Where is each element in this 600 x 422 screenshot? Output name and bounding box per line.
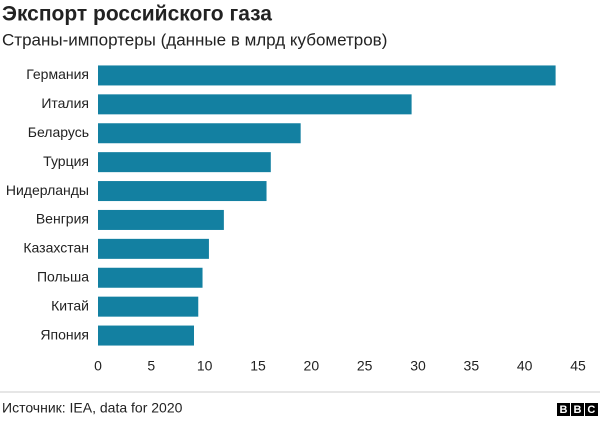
x-tick-label: 35 [464, 358, 480, 374]
x-tick-label: 15 [250, 358, 266, 374]
x-tick-label: 30 [410, 358, 426, 374]
bar [98, 123, 301, 144]
chart-subtitle: Страны-импортеры (данные в млрд кубометр… [2, 30, 387, 49]
bar [98, 238, 209, 259]
y-tick-label: Китай [51, 297, 89, 313]
x-tick-label: 45 [570, 358, 586, 374]
x-tick-label: 10 [197, 358, 213, 374]
bar [98, 181, 267, 202]
y-tick-label: Венгрия [36, 211, 89, 227]
y-tick-label: Германия [26, 66, 89, 82]
source: Источник: IEA, data for 2020 [2, 400, 183, 416]
bar [98, 152, 271, 173]
x-tick-label: 20 [304, 358, 320, 374]
x-tick-label: 0 [94, 358, 102, 374]
y-tick-label: Беларусь [28, 124, 89, 140]
chart-title: Экспорт российского газа [2, 3, 272, 26]
y-tick-label: Казахстан [23, 240, 89, 256]
bar [98, 325, 194, 346]
y-tick-label: Турция [43, 153, 89, 169]
x-tick-label: 25 [357, 358, 373, 374]
logo: BBC [560, 404, 600, 416]
bar [98, 267, 203, 288]
x-tick-label: 40 [517, 358, 533, 374]
logo-box [557, 403, 570, 416]
y-tick-label: Нидерланды [6, 182, 89, 198]
y-tick-label: Польша [37, 268, 89, 284]
logo-box [585, 403, 598, 416]
y-tick-label: Италия [41, 95, 89, 111]
x-tick-label: 5 [147, 358, 155, 374]
bar [98, 94, 412, 115]
y-tick-label: Япония [40, 326, 89, 342]
bar [98, 65, 556, 86]
bar [98, 209, 224, 230]
bar [98, 296, 199, 317]
logo-box [571, 403, 584, 416]
